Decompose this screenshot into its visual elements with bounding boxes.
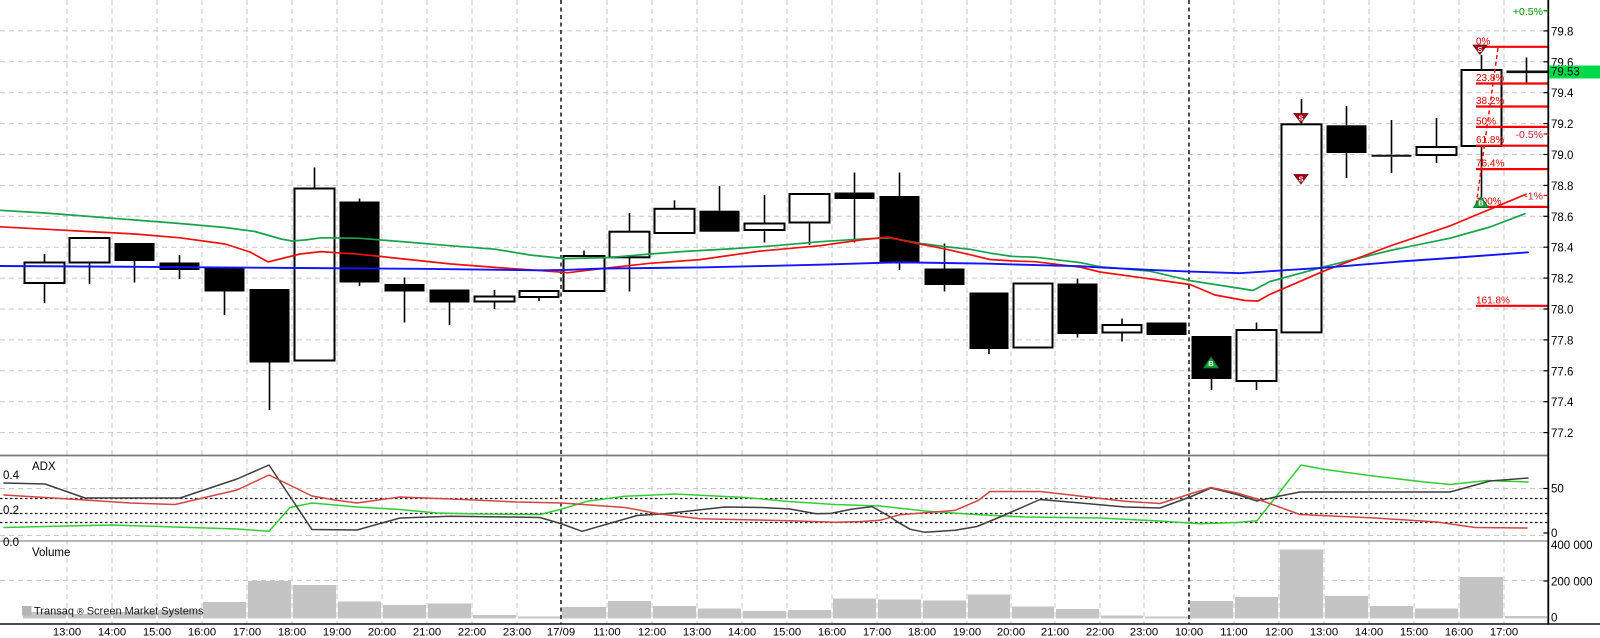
svg-text:B: B	[1208, 359, 1214, 368]
svg-text:16:00: 16:00	[1445, 626, 1473, 638]
svg-text:20:00: 20:00	[368, 626, 396, 638]
svg-text:20:00: 20:00	[997, 626, 1025, 638]
svg-text:10:00: 10:00	[1175, 626, 1203, 638]
svg-text:+0.5%: +0.5%	[1513, 6, 1543, 18]
svg-text:79.53: 79.53	[1551, 67, 1580, 79]
svg-text:S: S	[1298, 114, 1303, 123]
svg-text:79.0: 79.0	[1551, 150, 1573, 162]
svg-text:14:00: 14:00	[728, 626, 756, 638]
svg-text:78.6: 78.6	[1551, 212, 1573, 224]
svg-text:21:00: 21:00	[413, 626, 441, 638]
svg-text:11:00: 11:00	[1220, 626, 1247, 638]
svg-text:15:00: 15:00	[143, 626, 171, 638]
svg-text:17/09: 17/09	[547, 626, 575, 638]
svg-text:12:00: 12:00	[638, 626, 666, 638]
svg-text:Volume: Volume	[32, 547, 70, 559]
svg-text:38.2%: 38.2%	[1476, 96, 1504, 107]
svg-text:0%: 0%	[1476, 36, 1491, 47]
svg-text:79.4: 79.4	[1551, 88, 1574, 100]
svg-text:78.0: 78.0	[1551, 305, 1573, 317]
svg-text:77.2: 77.2	[1551, 428, 1573, 440]
svg-text:0: 0	[1551, 528, 1557, 540]
svg-text:15:00: 15:00	[1400, 626, 1428, 638]
svg-text:22:00: 22:00	[1086, 626, 1114, 638]
svg-text:0.0: 0.0	[3, 537, 19, 549]
svg-text:79.8: 79.8	[1551, 26, 1573, 38]
svg-text:400 000: 400 000	[1551, 540, 1593, 552]
svg-text:77.4: 77.4	[1551, 397, 1574, 409]
svg-text:ADX: ADX	[32, 461, 56, 473]
svg-text:18:00: 18:00	[908, 626, 936, 638]
svg-text:23.8%: 23.8%	[1476, 73, 1504, 84]
svg-text:17:00: 17:00	[863, 626, 891, 638]
svg-text:161.8%: 161.8%	[1476, 295, 1510, 306]
svg-text:79.2: 79.2	[1551, 119, 1573, 131]
svg-text:0: 0	[1551, 613, 1557, 625]
svg-text:19:00: 19:00	[953, 626, 981, 638]
svg-text:77.8: 77.8	[1551, 335, 1573, 347]
svg-text:13:00: 13:00	[53, 626, 81, 638]
svg-text:B: B	[1478, 199, 1484, 208]
svg-text:61.8%: 61.8%	[1476, 135, 1504, 146]
svg-text:23:00: 23:00	[1130, 626, 1158, 638]
svg-text:11:00: 11:00	[593, 626, 620, 638]
svg-text:78.2: 78.2	[1551, 274, 1573, 286]
svg-text:12:00: 12:00	[1265, 626, 1293, 638]
svg-text:-1%: -1%	[1524, 190, 1543, 202]
svg-text:100%: 100%	[1476, 196, 1502, 207]
svg-text:16:00: 16:00	[818, 626, 846, 638]
svg-text:13:00: 13:00	[683, 626, 711, 638]
svg-text:21:00: 21:00	[1041, 626, 1069, 638]
svg-text:19:00: 19:00	[323, 626, 351, 638]
svg-text:0.4: 0.4	[3, 470, 20, 482]
svg-text:0.2: 0.2	[3, 505, 19, 517]
svg-text:-0.5%: -0.5%	[1516, 129, 1543, 141]
svg-text:15:00: 15:00	[773, 626, 801, 638]
svg-text:S: S	[1298, 175, 1303, 184]
svg-text:50%: 50%	[1476, 116, 1496, 127]
svg-text:17:00: 17:00	[233, 626, 261, 638]
svg-text:17:00: 17:00	[1490, 626, 1518, 638]
svg-text:18:00: 18:00	[278, 626, 306, 638]
svg-text:76.4%: 76.4%	[1476, 159, 1504, 170]
svg-text:S: S	[1477, 45, 1482, 54]
svg-text:22:00: 22:00	[458, 626, 486, 638]
svg-text:200 000: 200 000	[1551, 577, 1593, 589]
svg-text:14:00: 14:00	[98, 626, 126, 638]
svg-text:77.6: 77.6	[1551, 366, 1573, 378]
svg-text:14:00: 14:00	[1355, 626, 1383, 638]
svg-text:23:00: 23:00	[503, 626, 531, 638]
svg-text:13:00: 13:00	[1310, 626, 1338, 638]
svg-text:78.4: 78.4	[1551, 243, 1574, 255]
svg-text:Transaq ® Screen Market System: Transaq ® Screen Market Systems	[34, 606, 204, 618]
svg-text:16:00: 16:00	[188, 626, 216, 638]
svg-text:50: 50	[1551, 484, 1564, 496]
svg-text:78.8: 78.8	[1551, 181, 1573, 193]
